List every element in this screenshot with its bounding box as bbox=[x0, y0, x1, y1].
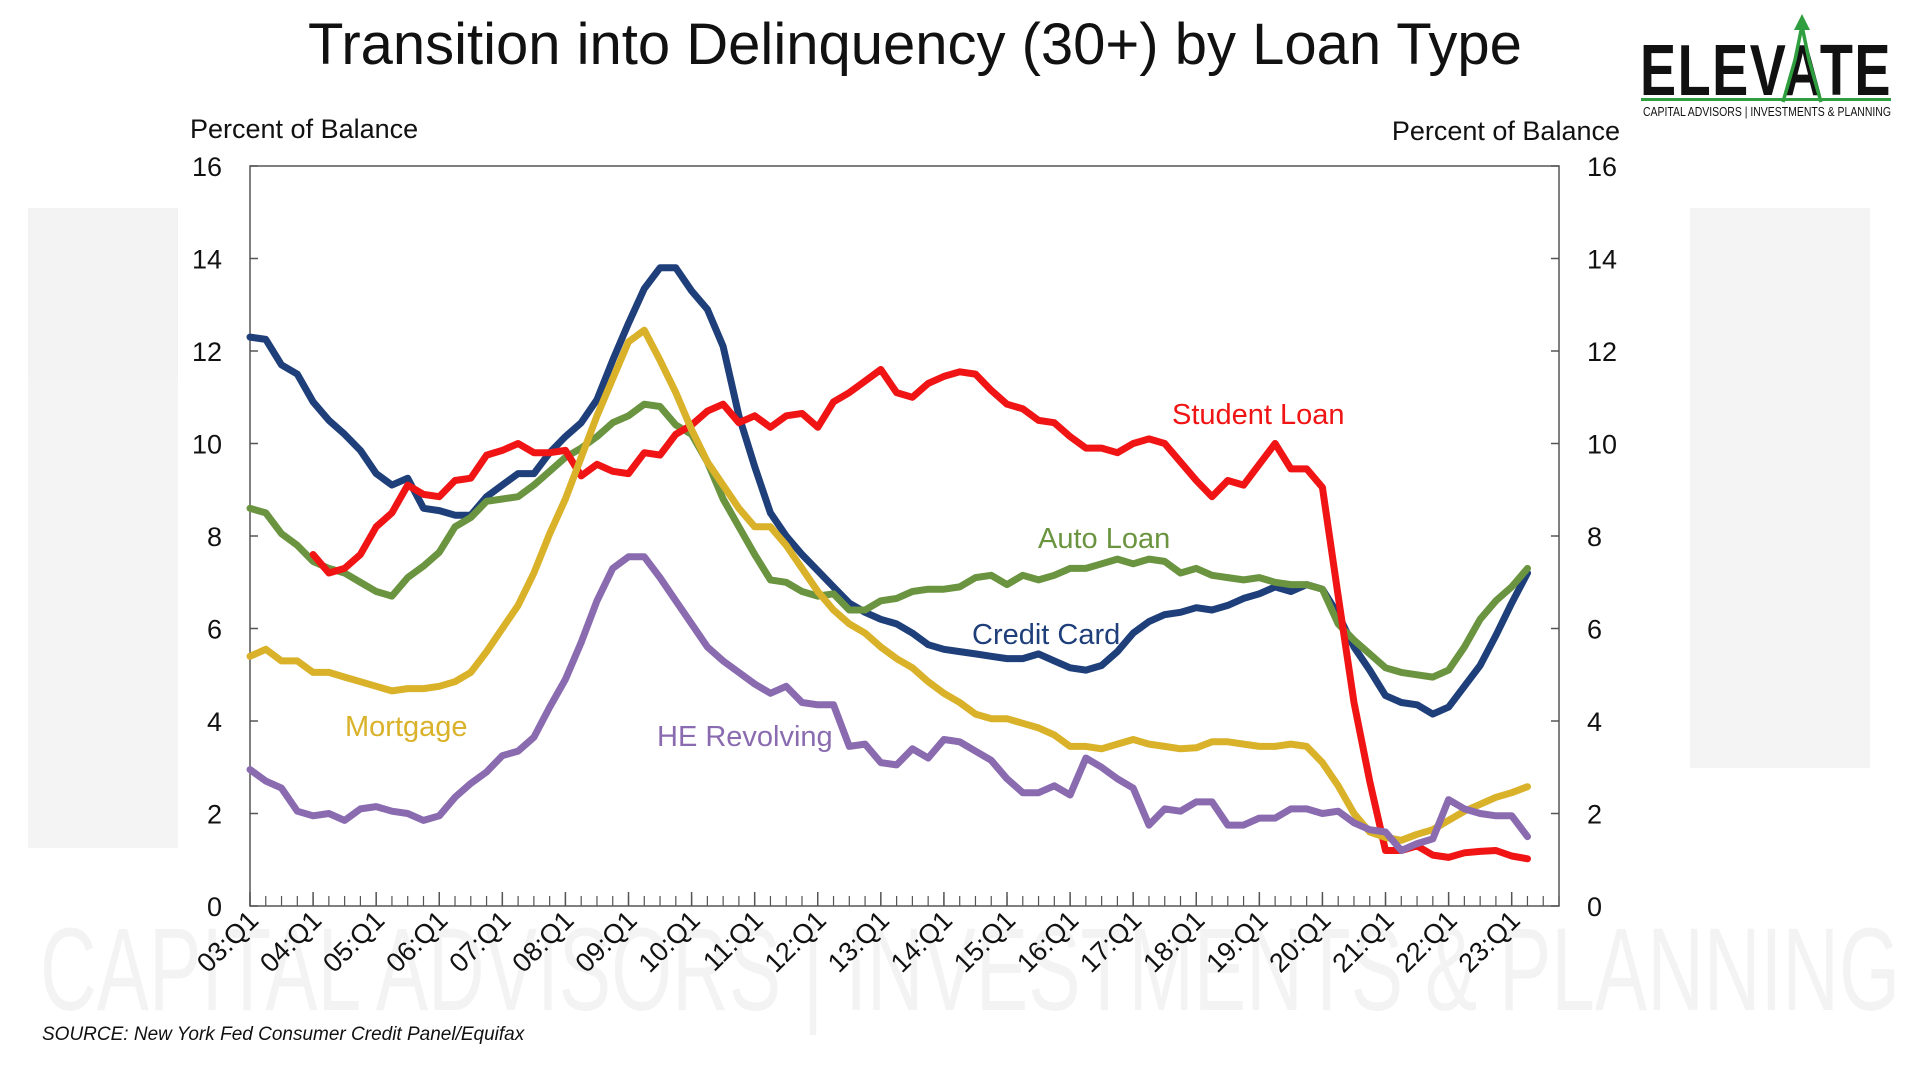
y-tick-left-label: 6 bbox=[207, 615, 222, 645]
y-tick-left-label: 10 bbox=[192, 430, 222, 460]
y-axis-right: 0 2 4 6 8 10 12 14 16 bbox=[1551, 152, 1617, 922]
background-watermark: CAPITAL ADVISORS | INVESTMENTS & PLANNIN… bbox=[28, 208, 1900, 1036]
y-tick-right-label: 6 bbox=[1587, 615, 1602, 645]
y-tick-right-label: 12 bbox=[1587, 337, 1617, 367]
watermark-letter-left bbox=[28, 208, 178, 848]
left-axis-unit: Percent of Balance bbox=[190, 114, 418, 144]
watermark-text: CAPITAL ADVISORS | INVESTMENTS & PLANNIN… bbox=[40, 904, 1900, 1036]
logo-tagline: CAPITAL ADVISORS | INVESTMENTS & PLANNIN… bbox=[1643, 105, 1891, 119]
y-tick-right-label: 10 bbox=[1587, 430, 1617, 460]
y-axis-left: 0 2 4 6 8 10 12 14 16 bbox=[192, 152, 258, 922]
y-tick-right-label: 16 bbox=[1587, 152, 1617, 182]
source-note: SOURCE: New York Fed Consumer Credit Pan… bbox=[42, 1024, 526, 1045]
elevate-logo: ELEVATE CAPITAL ADVISORS | INVESTMENTS &… bbox=[1640, 14, 1892, 119]
y-tick-left-label: 2 bbox=[207, 800, 222, 830]
logo-rule bbox=[1641, 98, 1891, 101]
chart-title: Transition into Delinquency (30+) by Loa… bbox=[308, 12, 1522, 77]
y-tick-left-label: 12 bbox=[192, 337, 222, 367]
watermark-letter-left-top bbox=[28, 208, 178, 268]
watermark-letter-right bbox=[1690, 208, 1870, 768]
y-tick-left-label: 14 bbox=[192, 245, 222, 275]
y-tick-left-label: 16 bbox=[192, 152, 222, 182]
y-tick-right-label: 14 bbox=[1587, 245, 1617, 275]
y-tick-right-label: 8 bbox=[1587, 522, 1602, 552]
series-label-auto-loan: Auto Loan bbox=[1038, 523, 1170, 555]
y-tick-left-label: 4 bbox=[207, 707, 222, 737]
right-axis-unit: Percent of Balance bbox=[1392, 116, 1620, 146]
series-lines bbox=[246, 264, 1531, 863]
y-tick-right-label: 4 bbox=[1587, 707, 1602, 737]
series-label-student-loan: Student Loan bbox=[1172, 399, 1345, 431]
y-tick-right-label: 0 bbox=[1587, 892, 1602, 922]
series-label-he-revolving: HE Revolving bbox=[657, 721, 833, 753]
y-tick-left-label: 8 bbox=[207, 522, 222, 552]
series-line-student-loan bbox=[309, 366, 1531, 863]
y-tick-left-label: 0 bbox=[207, 892, 222, 922]
y-tick-right-label: 2 bbox=[1587, 800, 1602, 830]
series-label-credit-card: Credit Card bbox=[972, 619, 1120, 651]
series-line-auto-loan bbox=[246, 400, 1531, 681]
series-line-mortgage bbox=[246, 326, 1531, 844]
logo-arrow-head-icon bbox=[1794, 14, 1810, 30]
series-label-mortgage: Mortgage bbox=[345, 711, 468, 743]
series-line-he-revolving bbox=[246, 553, 1531, 854]
logo-wordmark: ELEVATE bbox=[1640, 31, 1892, 111]
